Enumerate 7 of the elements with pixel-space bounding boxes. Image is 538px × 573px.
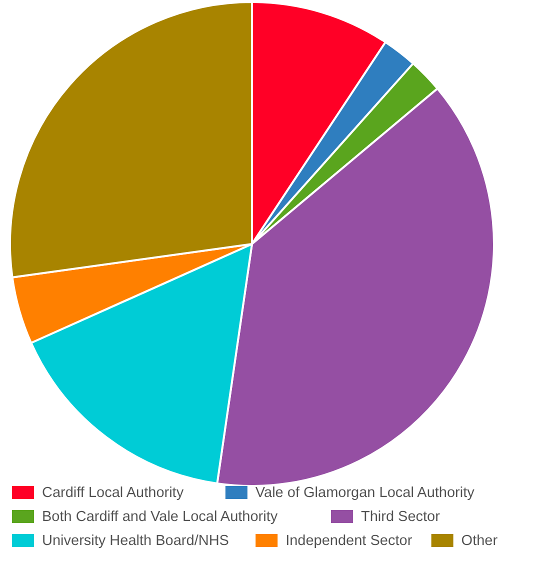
legend-label: Other [461, 533, 498, 549]
legend-label: University Health Board/NHS [42, 533, 229, 549]
legend-label: Vale of Glamorgan Local Authority [255, 485, 476, 501]
legend-label: Cardiff Local Authority [42, 485, 184, 501]
legend-label: Both Cardiff and Vale Local Authority [42, 509, 278, 525]
legend-label: Independent Sector [286, 533, 412, 549]
legend-label: Third Sector [360, 509, 440, 525]
